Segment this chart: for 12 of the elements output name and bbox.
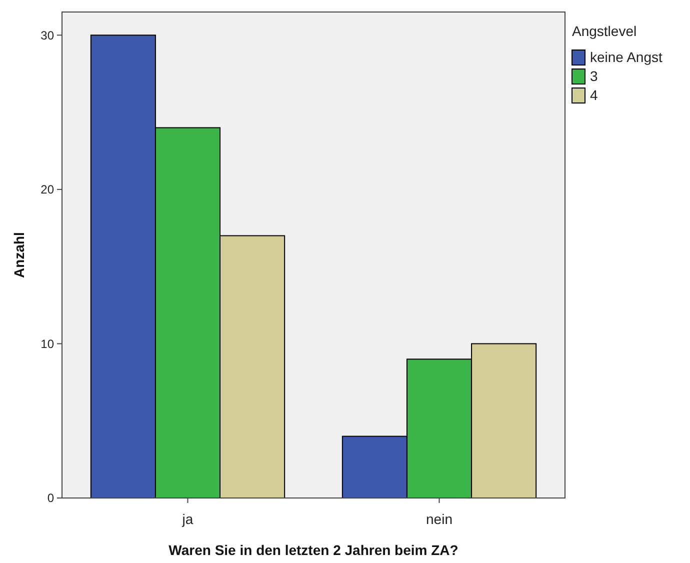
y-tick-label: 30: [40, 28, 54, 42]
y-tick-label: 20: [40, 182, 54, 197]
y-tick-label: 10: [40, 336, 54, 351]
x-tick-label: nein: [426, 511, 452, 527]
x-tick-label: ja: [181, 511, 194, 527]
legend-label: 4: [590, 87, 598, 103]
y-axis-title: Anzahl: [11, 232, 27, 278]
y-tick-label: 0: [47, 491, 54, 506]
legend-label: 3: [590, 68, 598, 84]
legend-title: Angstlevel: [572, 23, 637, 39]
legend-label: keine Angst: [590, 49, 662, 65]
x-axis-title: Waren Sie in den letzten 2 Jahren beim ZA?: [168, 542, 458, 558]
